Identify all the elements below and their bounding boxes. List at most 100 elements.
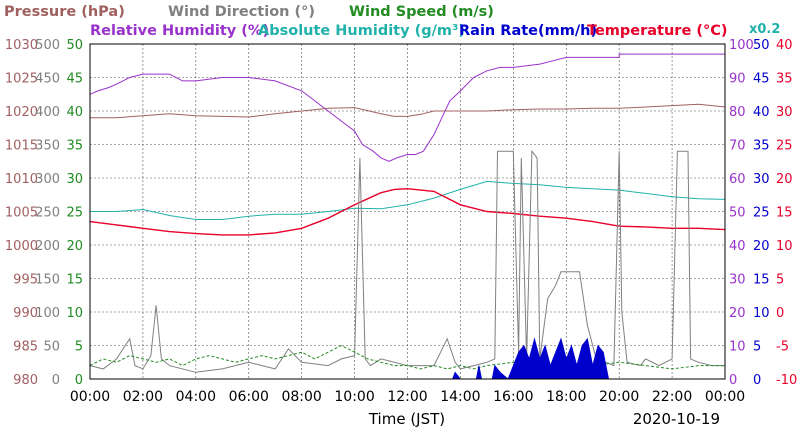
tick-label-rain-rate: 15 xyxy=(753,273,770,288)
tick-label-relative-humidity: 70 xyxy=(729,139,746,154)
legend-item: Pressure (hPa) xyxy=(4,4,125,20)
tick-label-relative-humidity: 100 xyxy=(729,38,754,53)
x-axis-label: Time (JST) xyxy=(368,410,445,428)
series-wind-direction-line xyxy=(89,149,725,373)
tick-label-pressure: 980 xyxy=(13,373,38,388)
tick-label-time: 08:00 xyxy=(281,389,321,405)
legend: Pressure (hPa) Wind Direction (°) Wind Spe… xyxy=(4,4,780,39)
tick-label-wind-speed: 45 xyxy=(66,72,83,87)
tick-label-temperature: 5 xyxy=(776,273,784,288)
tick-label-rain-rate: 0 xyxy=(753,373,761,388)
tick-label-temperature: 0 xyxy=(776,306,784,321)
tick-label-relative-humidity: 80 xyxy=(729,105,746,120)
tick-label-pressure: 1005 xyxy=(5,206,38,221)
series-layer xyxy=(89,53,726,380)
tick-label-time: 18:00 xyxy=(546,389,586,405)
tick-label-relative-humidity: 60 xyxy=(729,172,746,187)
tick-label-rain-rate: 35 xyxy=(753,139,770,154)
tick-label-pressure: 1015 xyxy=(5,139,38,154)
tick-label-time: 04:00 xyxy=(176,389,216,405)
tick-label-relative-humidity: 40 xyxy=(729,239,746,254)
tick-label-rain-rate: 5 xyxy=(753,340,761,355)
tick-label-wind-speed: 30 xyxy=(66,172,83,187)
tick-label-wind-direction: 150 xyxy=(35,273,60,288)
legend-item: Temperature (°C) xyxy=(587,23,728,39)
series-temperature-line xyxy=(89,187,726,236)
tick-label-wind-speed: 20 xyxy=(66,239,83,254)
legend-item: Relative Humidity (%) xyxy=(90,23,269,39)
tick-label-wind-direction: 100 xyxy=(35,306,60,321)
tick-label-pressure: 990 xyxy=(13,306,38,321)
left-axes: 9809859909951000100510101015102010251030… xyxy=(5,38,83,388)
tick-label-relative-humidity: 0 xyxy=(729,373,737,388)
series-pressure-line xyxy=(90,180,726,220)
tick-label-pressure: 1025 xyxy=(5,72,38,87)
tick-label-wind-speed: 35 xyxy=(66,139,83,154)
tick-label-wind-direction: 350 xyxy=(35,139,60,154)
tick-label-wind-speed: 5 xyxy=(75,340,83,355)
tick-label-pressure: 985 xyxy=(13,340,38,355)
tick-label-relative-humidity: 90 xyxy=(729,72,746,87)
tick-label-pressure: 1000 xyxy=(5,239,38,254)
tick-label-wind-direction: 450 xyxy=(35,72,60,87)
tick-label-wind-speed: 40 xyxy=(66,105,83,120)
tick-label-time: 20:00 xyxy=(599,389,639,405)
legend-item: Wind Speed (m/s) xyxy=(349,4,494,20)
tick-label-wind-direction: 500 xyxy=(35,38,60,53)
legend-scale-note: x0.2 xyxy=(749,22,780,37)
legend-item: Absolute Humidity (g/m³) xyxy=(258,23,465,39)
tick-label-rain-rate: 50 xyxy=(753,38,770,53)
tick-label-pressure: 995 xyxy=(13,273,38,288)
date-label: 2020-10-19 xyxy=(633,410,720,428)
tick-label-wind-direction: 300 xyxy=(35,172,60,187)
tick-label-wind-speed: 50 xyxy=(66,38,83,53)
tick-label-temperature: 10 xyxy=(776,239,793,254)
tick-label-time: 06:00 xyxy=(229,389,269,405)
tick-label-time: 16:00 xyxy=(493,389,533,405)
tick-label-time: 00:00 xyxy=(705,389,745,405)
tick-label-time: 10:00 xyxy=(334,389,374,405)
tick-label-relative-humidity: 10 xyxy=(729,340,746,355)
tick-label-wind-speed: 25 xyxy=(66,206,83,221)
tick-label-rain-rate: 25 xyxy=(753,206,770,221)
tick-label-temperature: 30 xyxy=(776,105,793,120)
series-relative-humidity-line xyxy=(89,53,725,162)
tick-label-relative-humidity: 30 xyxy=(729,273,746,288)
tick-label-time: 14:00 xyxy=(440,389,480,405)
tick-label-wind-direction: 50 xyxy=(43,340,60,355)
tick-label-rain-rate: 40 xyxy=(753,105,770,120)
tick-label-temperature: -10 xyxy=(776,373,797,388)
tick-label-pressure: 1020 xyxy=(5,105,38,120)
tick-label-relative-humidity: 20 xyxy=(729,306,746,321)
tick-label-temperature: 35 xyxy=(776,72,793,87)
tick-label-time: 00:00 xyxy=(70,389,110,405)
tick-label-rain-rate: 10 xyxy=(753,306,770,321)
x-axis: 00:00 02:00 04:00 06:00 08:00 10:00 12:00 14:00… xyxy=(70,389,745,428)
tick-label-pressure: 1030 xyxy=(5,38,38,53)
tick-label-temperature: 20 xyxy=(776,172,793,187)
series-pressure-line xyxy=(90,103,726,119)
tick-label-temperature: 40 xyxy=(776,38,793,53)
plot-frame xyxy=(89,43,726,380)
tick-label-relative-humidity: 50 xyxy=(729,206,746,221)
tick-label-rain-rate: 20 xyxy=(753,239,770,254)
tick-label-time: 12:00 xyxy=(387,389,427,405)
tick-label-wind-direction: 400 xyxy=(35,105,60,120)
legend-item: Rain Rate(mm/h) xyxy=(459,23,597,39)
tick-label-rain-rate: 45 xyxy=(753,72,770,87)
tick-label-wind-speed: 10 xyxy=(66,306,83,321)
tick-label-wind-direction: 250 xyxy=(35,206,60,221)
gridlines xyxy=(90,44,725,379)
tick-label-temperature: -5 xyxy=(776,340,789,355)
tick-label-wind-speed: 0 xyxy=(75,373,83,388)
tick-label-wind-direction: 0 xyxy=(52,373,60,388)
tick-label-time: 22:00 xyxy=(652,389,692,405)
tick-label-rain-rate: 30 xyxy=(753,172,770,187)
tick-label-temperature: 15 xyxy=(776,206,793,221)
legend-item: Wind Direction (°) xyxy=(168,4,315,20)
tick-label-temperature: 25 xyxy=(776,139,793,154)
tick-label-pressure: 1010 xyxy=(5,172,38,187)
series-rain-rate-area xyxy=(451,337,620,380)
tick-label-wind-speed: 15 xyxy=(66,273,83,288)
